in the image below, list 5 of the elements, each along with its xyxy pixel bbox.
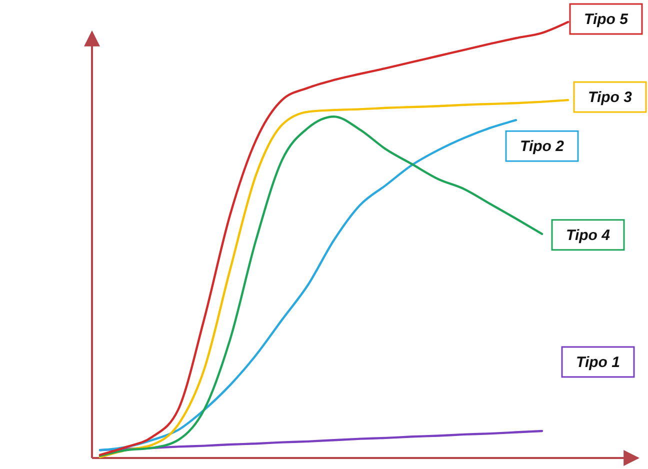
- series-label: Tipo 4: [566, 226, 611, 244]
- text: Tipo 1: [576, 354, 620, 371]
- series-label: Tipo 3: [588, 89, 633, 106]
- series-label: Tipo 2: [520, 138, 565, 156]
- series-label: Tipo 5: [584, 11, 629, 28]
